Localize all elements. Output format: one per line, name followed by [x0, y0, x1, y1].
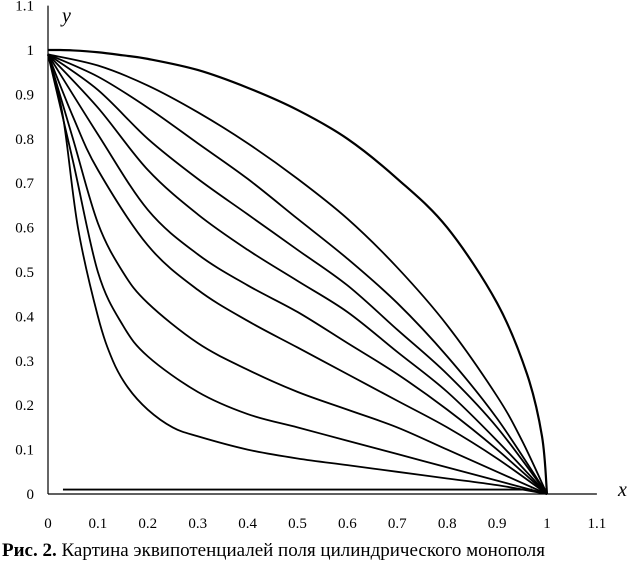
y-tick-label: 1 [27, 43, 35, 59]
y-tick-label: 0.5 [15, 265, 34, 281]
x-tick-label: 0.4 [238, 516, 257, 532]
x-tick-label: 0.7 [388, 516, 407, 532]
x-tick-label: 0.3 [188, 516, 207, 532]
y-tick-label: 0 [27, 487, 35, 503]
y-tick-label: 0.9 [15, 87, 34, 103]
x-tick-label: 0.5 [288, 516, 307, 532]
chart-plot: 0 0.1 0.2 0.3 0.4 0.5 0.6 0.7 0.8 0.9 1 1.1 0 0.1 0.2 0… [15, 0, 627, 532]
chart-axes [47, 5, 597, 495]
y-tick-label: 0.7 [15, 176, 34, 192]
y-tick-label: 0.8 [15, 132, 34, 148]
y-tick-label: 0.3 [15, 354, 34, 370]
equipotential-line-2 [47, 53, 548, 495]
equipotential-line-1 [47, 48, 549, 495]
caption-label: Рис. 2. [2, 540, 57, 561]
y-tick-label: 1.1 [15, 0, 34, 15]
equipotential-line-10 [47, 54, 548, 495]
y-tick-label: 0.1 [15, 443, 34, 459]
y-tick-label: 0.6 [15, 221, 34, 237]
x-tick-label: 1.1 [588, 516, 607, 532]
equipotential-line-8 [47, 54, 548, 495]
x-tick-label: 0.1 [89, 516, 108, 532]
equipotential-line-5 [47, 53, 548, 495]
x-tick-label: 0.6 [338, 516, 357, 532]
equipotential-line-7 [47, 54, 548, 495]
x-tick-label: 0 [44, 516, 52, 532]
figure-caption: Рис. 2. Картина эквипотенциалей поля цил… [2, 540, 628, 562]
equipotential-line-4 [47, 53, 548, 495]
y-tick-label: 0.2 [15, 398, 34, 414]
equipotential-line-6 [47, 53, 548, 495]
caption-text: Картина эквипотенциалей поля цилиндричес… [56, 540, 545, 561]
x-tick-label: 0.2 [138, 516, 157, 532]
y-tick-label: 0.4 [15, 309, 34, 325]
equipotential-line-3 [47, 53, 548, 495]
x-tick-label: 1 [543, 516, 551, 532]
equipotential-curves [47, 48, 549, 495]
x-axis-label: x [617, 479, 627, 501]
y-axis-label: y [60, 5, 71, 27]
tick-labels: 0 0.1 0.2 0.3 0.4 0.5 0.6 0.7 0.8 0.9 1 1.1 0 0.1 0.2 0… [15, 0, 606, 532]
x-tick-label: 0.9 [488, 516, 507, 532]
x-tick-label: 0.8 [438, 516, 457, 532]
equipotential-line-9 [47, 54, 548, 495]
